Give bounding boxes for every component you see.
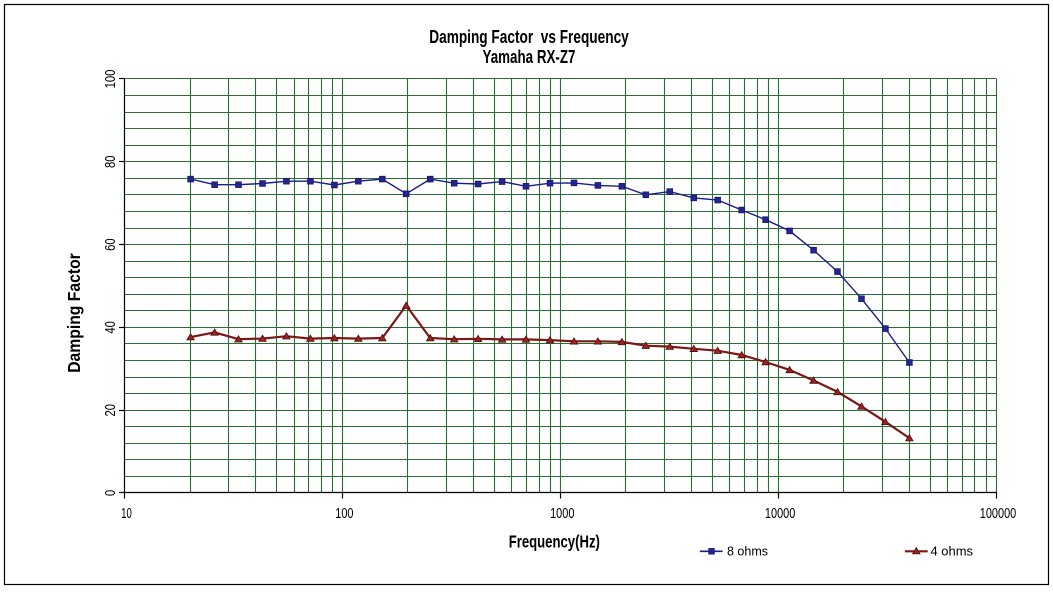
svg-text:Yamaha RX-Z7: Yamaha RX-Z7 xyxy=(483,46,576,67)
svg-text:80: 80 xyxy=(102,156,119,169)
svg-text:4 ohms: 4 ohms xyxy=(931,544,974,559)
svg-text:60: 60 xyxy=(102,238,119,251)
svg-text:10: 10 xyxy=(121,505,132,522)
svg-text:10000: 10000 xyxy=(765,505,795,522)
svg-text:100000: 100000 xyxy=(980,505,1017,522)
svg-text:Frequency(Hz): Frequency(Hz) xyxy=(509,532,600,552)
svg-text:8 ohms: 8 ohms xyxy=(727,544,768,559)
svg-text:Damping Factor: Damping Factor xyxy=(64,253,84,373)
svg-text:1000: 1000 xyxy=(550,505,574,522)
svg-text:0: 0 xyxy=(102,490,119,496)
svg-text:20: 20 xyxy=(102,404,119,417)
svg-text:40: 40 xyxy=(102,321,119,334)
svg-text:100: 100 xyxy=(335,505,353,522)
svg-text:100: 100 xyxy=(102,70,119,89)
svg-text:Damping Factor vs Frequency: Damping Factor vs Frequency xyxy=(429,26,629,47)
